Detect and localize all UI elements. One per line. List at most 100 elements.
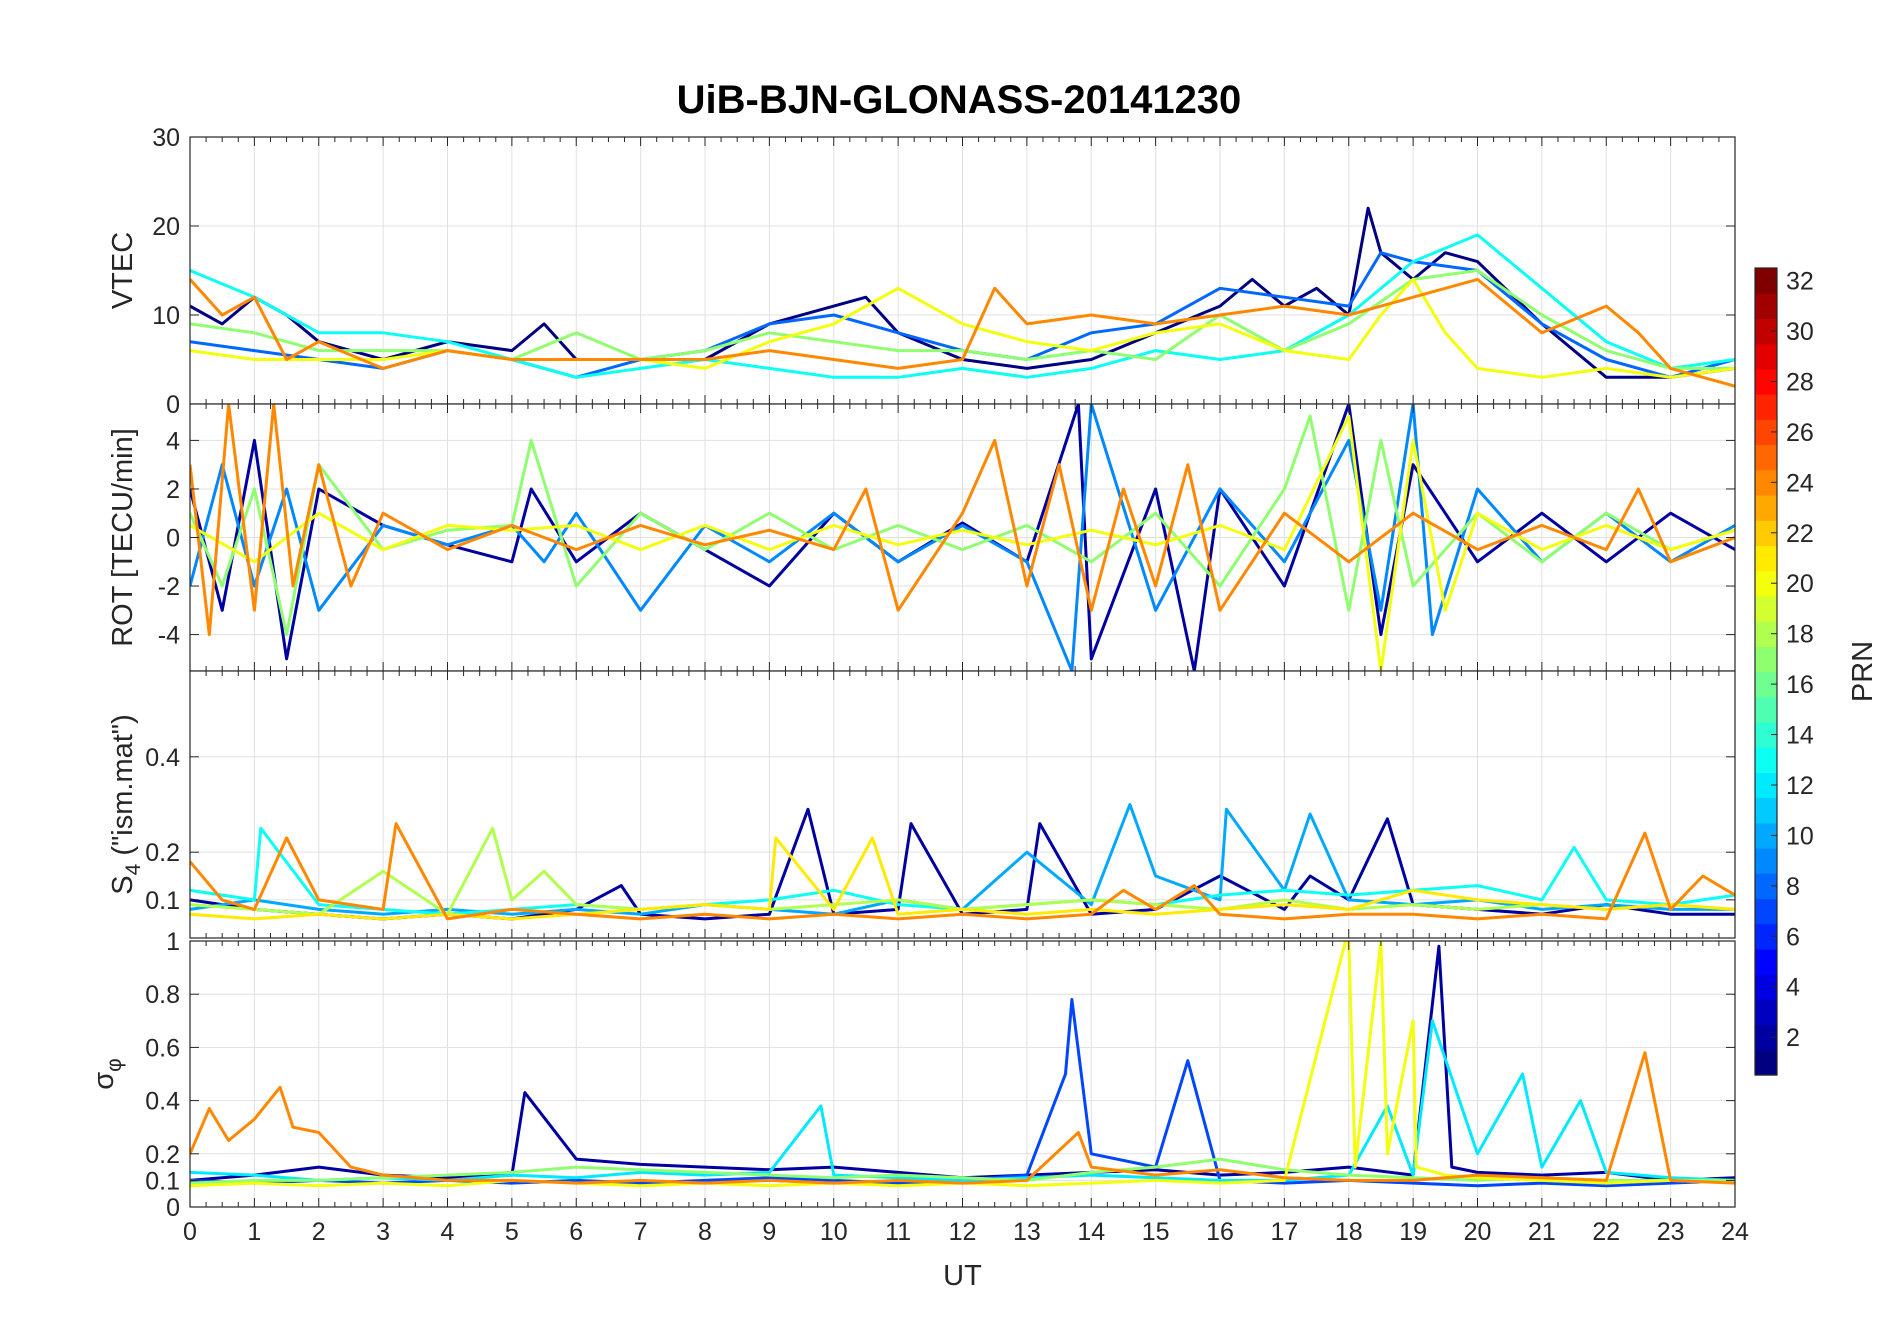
colorbar-tick-label: 12 xyxy=(1786,772,1814,800)
x-tick-label: 9 xyxy=(762,1218,776,1246)
x-tick-label: 16 xyxy=(1206,1218,1234,1246)
colorbar-swatch xyxy=(1755,444,1777,471)
colorbar-tick-label: 4 xyxy=(1786,974,1800,1002)
colorbar-swatch xyxy=(1755,595,1777,622)
series-line-prn-9 xyxy=(190,404,1735,671)
x-tick-label: 19 xyxy=(1399,1218,1427,1246)
colorbar-swatch xyxy=(1755,999,1777,1026)
y-tick-label: 0.2 xyxy=(145,839,180,867)
y-tick-label: 20 xyxy=(152,213,180,241)
x-tick-label: 3 xyxy=(376,1218,390,1246)
colorbar-swatch xyxy=(1755,898,1777,925)
panel-vtec: 0 10 20 30 VTEC xyxy=(107,124,1736,419)
x-tick-label: 10 xyxy=(820,1218,848,1246)
x-tick-label: 1 xyxy=(247,1218,261,1246)
chart-title: UiB-BJN-GLONASS-20141230 xyxy=(677,78,1242,122)
y-tick-label: 0.1 xyxy=(145,1167,180,1195)
colorbar-tick-label: 2 xyxy=(1786,1024,1800,1052)
colorbar-tick-label: 28 xyxy=(1786,368,1814,396)
colorbar-swatch xyxy=(1755,646,1777,673)
colorbar-tick-label: 6 xyxy=(1786,923,1800,951)
series-line-prn-18 xyxy=(190,826,1735,916)
x-tick-label: 24 xyxy=(1721,1218,1749,1246)
x-tick-label: 4 xyxy=(441,1218,455,1246)
x-axis-label: UT xyxy=(943,1260,982,1292)
colorbar-tick-label: 32 xyxy=(1786,268,1814,296)
y-tick-label: 0.1 xyxy=(145,887,180,915)
y-tick-label: 0.6 xyxy=(145,1034,180,1062)
colorbar-tick-label: 20 xyxy=(1786,570,1814,598)
series-line-prn-24 xyxy=(190,404,1735,637)
y-tick-label: 2 xyxy=(166,476,180,504)
colorbar-tick-label: 22 xyxy=(1786,520,1814,548)
colorbar-swatch xyxy=(1755,368,1777,395)
colorbar-swatch xyxy=(1755,822,1777,849)
colorbar-swatch xyxy=(1755,621,1777,647)
colorbar-swatch xyxy=(1755,923,1777,950)
y-tick-label: 4 xyxy=(166,427,180,455)
series-line-prn-20 xyxy=(190,414,1735,671)
colorbar-swatch xyxy=(1755,343,1777,370)
x-tick-label: 13 xyxy=(1013,1218,1041,1246)
x-tick-label: 2 xyxy=(312,1218,326,1246)
colorbar-tick-label: 30 xyxy=(1786,318,1814,346)
x-tick-label: 11 xyxy=(885,1218,911,1246)
x-tick-label: 21 xyxy=(1528,1218,1556,1246)
y-tick-label: 0.8 xyxy=(145,981,180,1009)
colorbar-swatch xyxy=(1755,419,1777,446)
colorbar-swatch xyxy=(1755,671,1777,698)
colorbar-swatch xyxy=(1755,494,1777,521)
colorbar-swatch xyxy=(1755,974,1777,1000)
colorbar-swatch xyxy=(1755,848,1777,874)
colorbar-swatch xyxy=(1755,772,1777,799)
series-line-prn-24 xyxy=(190,822,1735,921)
y-tick-label: 10 xyxy=(152,302,180,330)
y-axis-label: S4 ("ism.mat") xyxy=(107,714,145,895)
y-tick-label: 0.4 xyxy=(145,744,180,772)
x-tick-label: 15 xyxy=(1142,1218,1170,1246)
x-tick-label: 8 xyxy=(698,1218,712,1246)
x-tick-label: 14 xyxy=(1077,1218,1105,1246)
colorbar-swatch xyxy=(1755,1024,1777,1051)
colorbar-swatch xyxy=(1755,797,1777,824)
series-group xyxy=(190,206,1735,388)
y-tick-label: 30 xyxy=(152,124,180,152)
colorbar-swatch xyxy=(1755,696,1777,723)
series-group xyxy=(190,941,1735,1188)
colorbar-swatch xyxy=(1755,545,1777,572)
y-axis-label: ROT [TECU/min] xyxy=(107,428,139,647)
x-tick-label: 23 xyxy=(1657,1218,1685,1246)
x-tick-label: 12 xyxy=(949,1218,977,1246)
colorbar-tick-label: 16 xyxy=(1786,671,1814,699)
x-tick-label: 0 xyxy=(183,1218,197,1246)
y-tick-label: 1 xyxy=(166,928,180,956)
y-tick-label: 0.4 xyxy=(145,1088,180,1116)
colorbar-tick-label: 18 xyxy=(1786,621,1814,649)
x-tick-label: 20 xyxy=(1464,1218,1492,1246)
series-group xyxy=(190,404,1735,671)
y-tick-label: -2 xyxy=(158,573,180,601)
panel-rot: -4 -2 0 2 4 ROT [TECU/min] xyxy=(107,403,1736,672)
x-tick-label: 22 xyxy=(1592,1218,1620,1246)
colorbar-swatch xyxy=(1755,570,1777,597)
series-line-prn-24 xyxy=(190,277,1735,388)
colorbar-swatch xyxy=(1755,873,1777,900)
y-axis-label: σφ xyxy=(88,1058,126,1090)
x-tick-label: 17 xyxy=(1270,1218,1298,1246)
x-tick-label: 7 xyxy=(634,1218,648,1246)
colorbar-swatch xyxy=(1755,394,1777,420)
colorbar-frame xyxy=(1754,267,1778,1076)
colorbar-swatch xyxy=(1755,948,1777,975)
colorbar-tick-label: 26 xyxy=(1786,419,1814,447)
y-tick-label: 0 xyxy=(166,1194,180,1222)
colorbar-swatch xyxy=(1755,520,1777,547)
colorbar-swatch xyxy=(1755,747,1777,773)
colorbar-tick-label: 24 xyxy=(1786,469,1814,497)
y-axis-label: VTEC xyxy=(107,232,139,309)
x-tick-label: 6 xyxy=(569,1218,583,1246)
series-line-prn-24 xyxy=(190,1051,1735,1185)
x-tick-label: 5 xyxy=(505,1218,519,1246)
y-tick-label: -4 xyxy=(158,622,180,650)
colorbar-tick-label: 14 xyxy=(1786,722,1814,750)
